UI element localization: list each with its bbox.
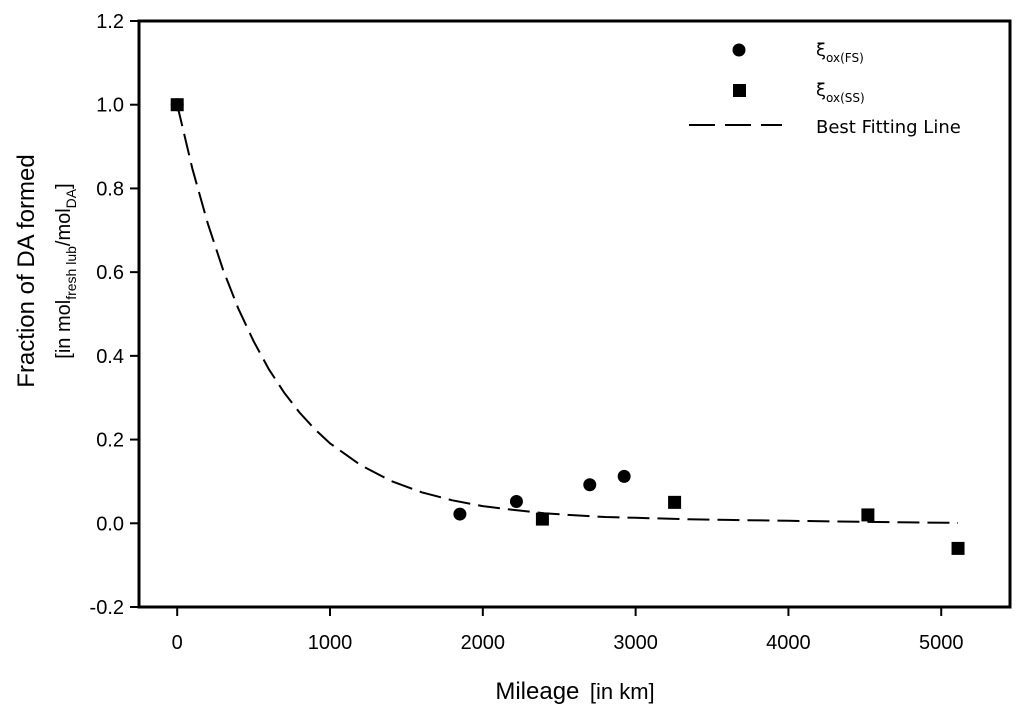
data-point-ss [668,495,682,509]
x-axis-title-main: Mileage [495,678,579,705]
data-point-ss [535,512,549,526]
data-point-fs [509,495,523,509]
x-axis-title-unit: [in km] [590,679,655,704]
legend-ss-main: ξ [816,80,826,101]
fit-line-layer [176,104,959,524]
plot-frame [137,19,1012,609]
x-tick-label: 1000 [308,632,353,654]
y-axis-title-main: Fraction of DA formed [13,154,40,387]
x-tick-label: 0 [172,632,183,654]
legend-ss-sub: ox(SS) [826,91,865,105]
legend-label-fs: ξox(FS) [816,40,864,65]
y-tick-label: 0.6 [96,262,124,284]
fit-line [176,104,959,524]
y-tick-label: 1.0 [96,95,124,117]
legend-label-fit: Best Fitting Line [816,117,961,138]
y-axis-title: Fraction of DA formed [in molfresh lub/m… [13,154,79,387]
x-axis: 0 1000 2000 3000 4000 5000 [172,607,964,654]
x-tick-label: 5000 [919,632,964,654]
legend-square-marker [733,84,746,97]
y-axis-title-unit: [in molfresh lub/molDA] [53,183,79,358]
y-tick-label: 1.2 [96,11,124,33]
legend-fs-main: ξ [816,40,826,61]
y-tick-label: 0.4 [96,346,124,368]
data-point-ss [951,541,965,555]
legend-fs-sub: ox(FS) [826,51,864,65]
y-axis: -0.2 0.0 0.2 0.4 0.6 0.8 1.0 1.2 [90,11,139,619]
data-points-layer [170,98,965,555]
legend-circle-marker [732,43,746,57]
x-tick-label: 2000 [461,632,506,654]
y-unit-sub2: DA [63,188,79,208]
data-point-ss [861,508,875,522]
x-axis-title: Mileage [in km] [495,678,654,705]
x-tick-label: 3000 [613,632,658,654]
data-point-fs [453,507,467,521]
data-point-fs [583,478,597,492]
data-point-ss [170,98,184,112]
y-tick-label: 0.8 [96,178,124,200]
y-unit-suffix: ] [53,183,75,189]
y-tick-label: -0.2 [90,597,124,619]
y-tick-label: 0.0 [96,513,124,535]
y-tick-label: 0.2 [96,430,124,452]
y-unit-prefix: [in mol [53,300,75,359]
legend-label-ss: ξox(SS) [816,80,865,105]
legend: ξox(FS) ξox(SS) Best Fitting Line [689,40,961,138]
y-unit-sub1: fresh lub [63,246,79,300]
y-unit-mid: /mol [53,208,75,246]
x-tick-label: 4000 [766,632,811,654]
data-point-fs [617,469,631,483]
